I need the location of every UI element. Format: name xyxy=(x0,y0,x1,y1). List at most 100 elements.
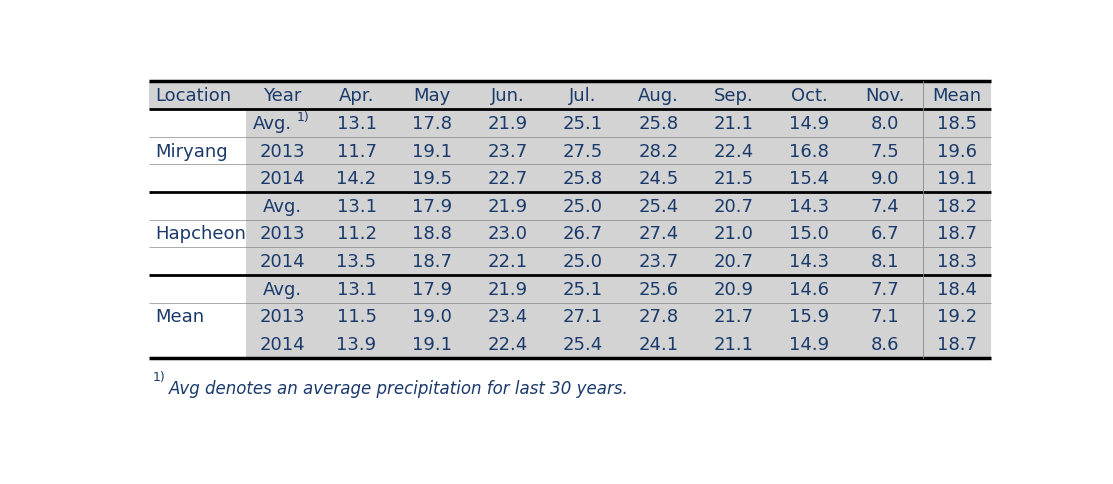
Text: 13.9: 13.9 xyxy=(336,335,376,353)
Text: 18.8: 18.8 xyxy=(412,225,452,243)
Text: 7.1: 7.1 xyxy=(870,308,899,326)
Text: 8.6: 8.6 xyxy=(870,335,899,353)
Text: 19.6: 19.6 xyxy=(937,142,977,160)
Text: 2013: 2013 xyxy=(259,225,305,243)
Text: 2013: 2013 xyxy=(259,142,305,160)
Text: 14.3: 14.3 xyxy=(789,197,829,215)
Text: 1): 1) xyxy=(152,370,166,383)
Bar xyxy=(149,110,246,193)
Text: 28.2: 28.2 xyxy=(639,142,679,160)
Text: 25.4: 25.4 xyxy=(563,335,603,353)
Text: 7.4: 7.4 xyxy=(870,197,899,215)
Text: 16.8: 16.8 xyxy=(789,142,829,160)
Text: Jun.: Jun. xyxy=(491,87,524,105)
Text: 11.7: 11.7 xyxy=(336,142,376,160)
Text: Mean: Mean xyxy=(156,308,205,326)
Text: 27.8: 27.8 xyxy=(639,308,679,326)
Text: 11.5: 11.5 xyxy=(336,308,376,326)
Text: Aug.: Aug. xyxy=(638,87,679,105)
Text: 25.6: 25.6 xyxy=(639,280,679,298)
Text: 23.4: 23.4 xyxy=(487,308,528,326)
Text: 27.1: 27.1 xyxy=(563,308,603,326)
Text: 22.4: 22.4 xyxy=(713,142,755,160)
Text: 7.7: 7.7 xyxy=(870,280,899,298)
Text: 18.7: 18.7 xyxy=(937,335,977,353)
Text: 18.5: 18.5 xyxy=(937,115,977,133)
Text: 1): 1) xyxy=(296,110,309,123)
Text: 14.3: 14.3 xyxy=(789,253,829,271)
Text: Apr.: Apr. xyxy=(338,87,374,105)
Text: Avg.: Avg. xyxy=(263,280,302,298)
Text: 2014: 2014 xyxy=(259,335,305,353)
Text: Mean: Mean xyxy=(933,87,982,105)
Text: 15.0: 15.0 xyxy=(789,225,829,243)
Text: 14.9: 14.9 xyxy=(789,335,829,353)
Text: 6.7: 6.7 xyxy=(870,225,899,243)
Text: 18.3: 18.3 xyxy=(937,253,977,271)
Text: 24.5: 24.5 xyxy=(639,170,679,188)
Text: 19.1: 19.1 xyxy=(412,335,452,353)
Text: 23.7: 23.7 xyxy=(639,253,679,271)
Text: 24.1: 24.1 xyxy=(639,335,679,353)
Text: 8.0: 8.0 xyxy=(870,115,899,133)
Text: 21.9: 21.9 xyxy=(487,115,528,133)
Text: May: May xyxy=(413,87,451,105)
Bar xyxy=(149,275,246,358)
Text: 15.9: 15.9 xyxy=(789,308,829,326)
Text: Year: Year xyxy=(264,87,302,105)
Text: 22.1: 22.1 xyxy=(487,253,528,271)
Text: 21.1: 21.1 xyxy=(713,115,754,133)
Text: 14.9: 14.9 xyxy=(789,115,829,133)
Text: 17.9: 17.9 xyxy=(412,280,452,298)
Text: 19.0: 19.0 xyxy=(412,308,452,326)
Text: Avg denotes an average precipitation for last 30 years.: Avg denotes an average precipitation for… xyxy=(168,379,628,397)
Text: 21.0: 21.0 xyxy=(715,225,754,243)
Text: Miryang: Miryang xyxy=(156,142,228,160)
Text: Hapcheon: Hapcheon xyxy=(156,225,246,243)
Text: 18.7: 18.7 xyxy=(412,253,452,271)
Text: 25.1: 25.1 xyxy=(563,280,603,298)
Text: 7.5: 7.5 xyxy=(870,142,899,160)
Text: 9.0: 9.0 xyxy=(870,170,899,188)
Text: 23.0: 23.0 xyxy=(487,225,528,243)
Text: 14.2: 14.2 xyxy=(336,170,376,188)
Bar xyxy=(149,193,246,275)
Text: 14.6: 14.6 xyxy=(789,280,829,298)
Text: 25.0: 25.0 xyxy=(563,197,603,215)
Text: 18.4: 18.4 xyxy=(937,280,977,298)
Text: 2013: 2013 xyxy=(259,308,305,326)
Text: 20.7: 20.7 xyxy=(713,197,754,215)
Text: 11.2: 11.2 xyxy=(336,225,376,243)
Text: 21.5: 21.5 xyxy=(713,170,754,188)
Text: 22.4: 22.4 xyxy=(487,335,528,353)
Text: 13.1: 13.1 xyxy=(336,197,376,215)
Text: 18.7: 18.7 xyxy=(937,225,977,243)
Text: 25.8: 25.8 xyxy=(639,115,679,133)
Text: 21.1: 21.1 xyxy=(713,335,754,353)
Text: Jul.: Jul. xyxy=(569,87,597,105)
Text: 27.4: 27.4 xyxy=(639,225,679,243)
Text: 21.7: 21.7 xyxy=(713,308,754,326)
Text: 25.8: 25.8 xyxy=(563,170,603,188)
Text: Oct.: Oct. xyxy=(791,87,828,105)
Text: 17.9: 17.9 xyxy=(412,197,452,215)
Text: 19.1: 19.1 xyxy=(937,170,977,188)
Text: 15.4: 15.4 xyxy=(789,170,829,188)
Text: 18.2: 18.2 xyxy=(937,197,977,215)
Text: 23.7: 23.7 xyxy=(487,142,528,160)
Text: 19.5: 19.5 xyxy=(412,170,452,188)
Text: 22.7: 22.7 xyxy=(487,170,528,188)
Text: Location: Location xyxy=(156,87,232,105)
Text: 20.7: 20.7 xyxy=(713,253,754,271)
Text: 19.1: 19.1 xyxy=(412,142,452,160)
Text: 19.2: 19.2 xyxy=(937,308,977,326)
Text: 17.8: 17.8 xyxy=(412,115,452,133)
Text: 25.1: 25.1 xyxy=(563,115,603,133)
Text: 21.9: 21.9 xyxy=(487,280,528,298)
Text: 21.9: 21.9 xyxy=(487,197,528,215)
Text: Avg.: Avg. xyxy=(253,115,292,133)
Text: 26.7: 26.7 xyxy=(563,225,603,243)
Text: Nov.: Nov. xyxy=(865,87,905,105)
Text: 25.0: 25.0 xyxy=(563,253,603,271)
Text: 13.1: 13.1 xyxy=(336,115,376,133)
